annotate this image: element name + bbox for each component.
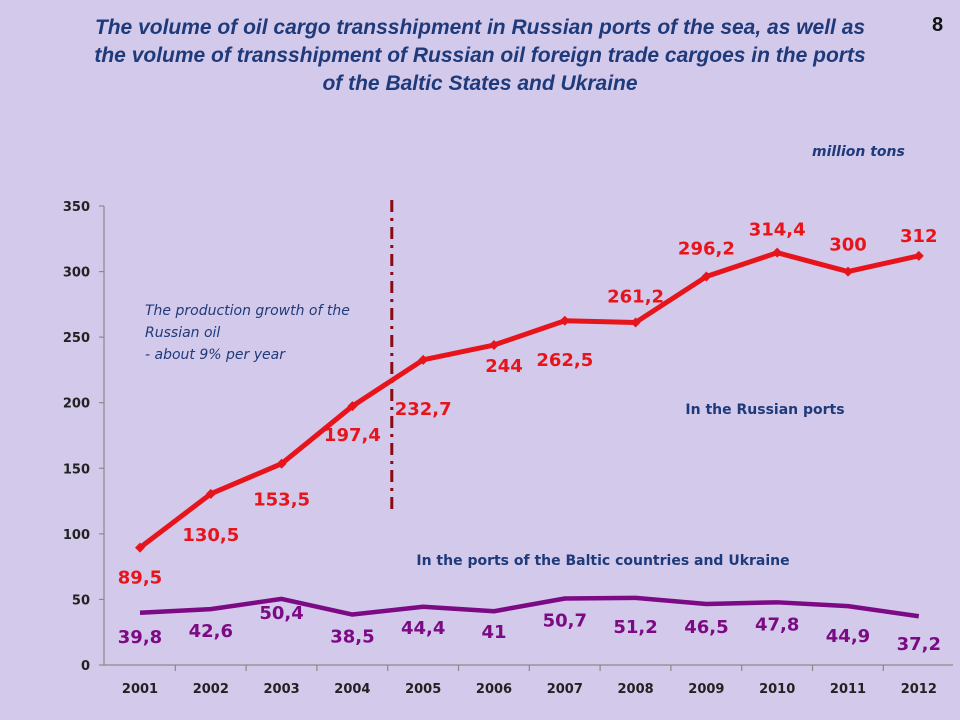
title-line-3: of the Baltic States and Ukraine [322,72,638,95]
production-growth-note: Russian oil [145,325,220,341]
series-label-russian-ports: In the Russian ports [685,402,844,418]
x-tick-label: 2004 [334,682,370,697]
data-label: 312 [900,226,938,247]
data-label: 39,8 [118,627,162,648]
data-label: 153,5 [253,490,310,511]
data-label: 50,4 [259,603,303,624]
y-tick-label: 350 [63,200,90,215]
production-growth-note: The production growth of the [145,303,350,319]
y-tick-label: 250 [63,331,90,346]
x-tick-label: 2005 [405,682,441,697]
y-tick-label: 100 [63,528,90,543]
y-tick-label: 300 [63,266,90,281]
data-label: 47,8 [755,614,799,635]
data-point-marker [913,250,924,261]
units-label: million tons [812,144,905,160]
x-tick-label: 2002 [193,682,229,697]
x-tick-label: 2008 [618,682,654,697]
data-label: 44,4 [401,618,445,639]
x-tick-label: 2009 [688,682,724,697]
x-tick-label: 2007 [547,682,583,697]
data-label: 42,6 [189,621,233,642]
data-label: 232,7 [395,399,452,420]
x-tick-label: 2003 [264,682,300,697]
data-point-marker [205,488,216,499]
data-label: 51,2 [613,617,657,638]
data-point-marker [559,315,570,326]
series-line-baltic-ukraine-ports [139,595,920,619]
series-label-baltic-ukraine-ports: In the ports of the Baltic countries and… [416,553,789,569]
x-tick-label: 2010 [759,682,795,697]
x-tick-label: 2012 [901,682,937,697]
data-label: 244 [485,356,523,377]
data-point-marker [701,271,712,282]
data-label: 44,9 [826,626,870,647]
title-line-2: the volume of transshipment of Russian o… [94,44,866,67]
data-point-marker [489,340,499,351]
data-label: 314,4 [749,220,806,241]
x-tick-label: 2006 [476,682,512,697]
data-label: 37,2 [897,634,941,655]
data-point-marker [630,317,641,328]
data-point-marker [135,542,145,553]
y-tick-label: 150 [63,462,90,477]
title-line-1: The volume of oil cargo transshipment in… [94,16,866,39]
x-tick-label: 2011 [830,682,866,697]
data-label: 197,4 [324,425,381,446]
data-label: 50,7 [543,611,587,632]
data-label: 46,5 [684,617,728,638]
data-label: 89,5 [118,568,162,589]
data-label: 296,2 [678,239,735,260]
data-point-marker [347,401,358,412]
data-label: 300 [829,235,867,256]
data-label: 38,5 [330,627,374,648]
y-tick-label: 50 [72,593,90,608]
data-label: 130,5 [182,525,239,546]
data-point-marker [843,266,853,277]
data-point-marker [772,247,783,258]
data-point-marker [418,354,429,365]
series-line-russian-ports [138,250,920,550]
x-tick-label: 2001 [122,682,158,697]
page-title: The volume of oil cargo transshipment in… [0,14,960,98]
data-label: 261,2 [607,286,664,307]
data-label: 41 [481,622,506,643]
data-point-marker [276,458,287,469]
production-growth-note: - about 9% per year [145,347,286,363]
y-tick-label: 200 [63,397,90,412]
page-number: 8 [932,14,944,36]
data-label: 262,5 [536,350,593,371]
y-tick-label: 0 [81,659,90,674]
